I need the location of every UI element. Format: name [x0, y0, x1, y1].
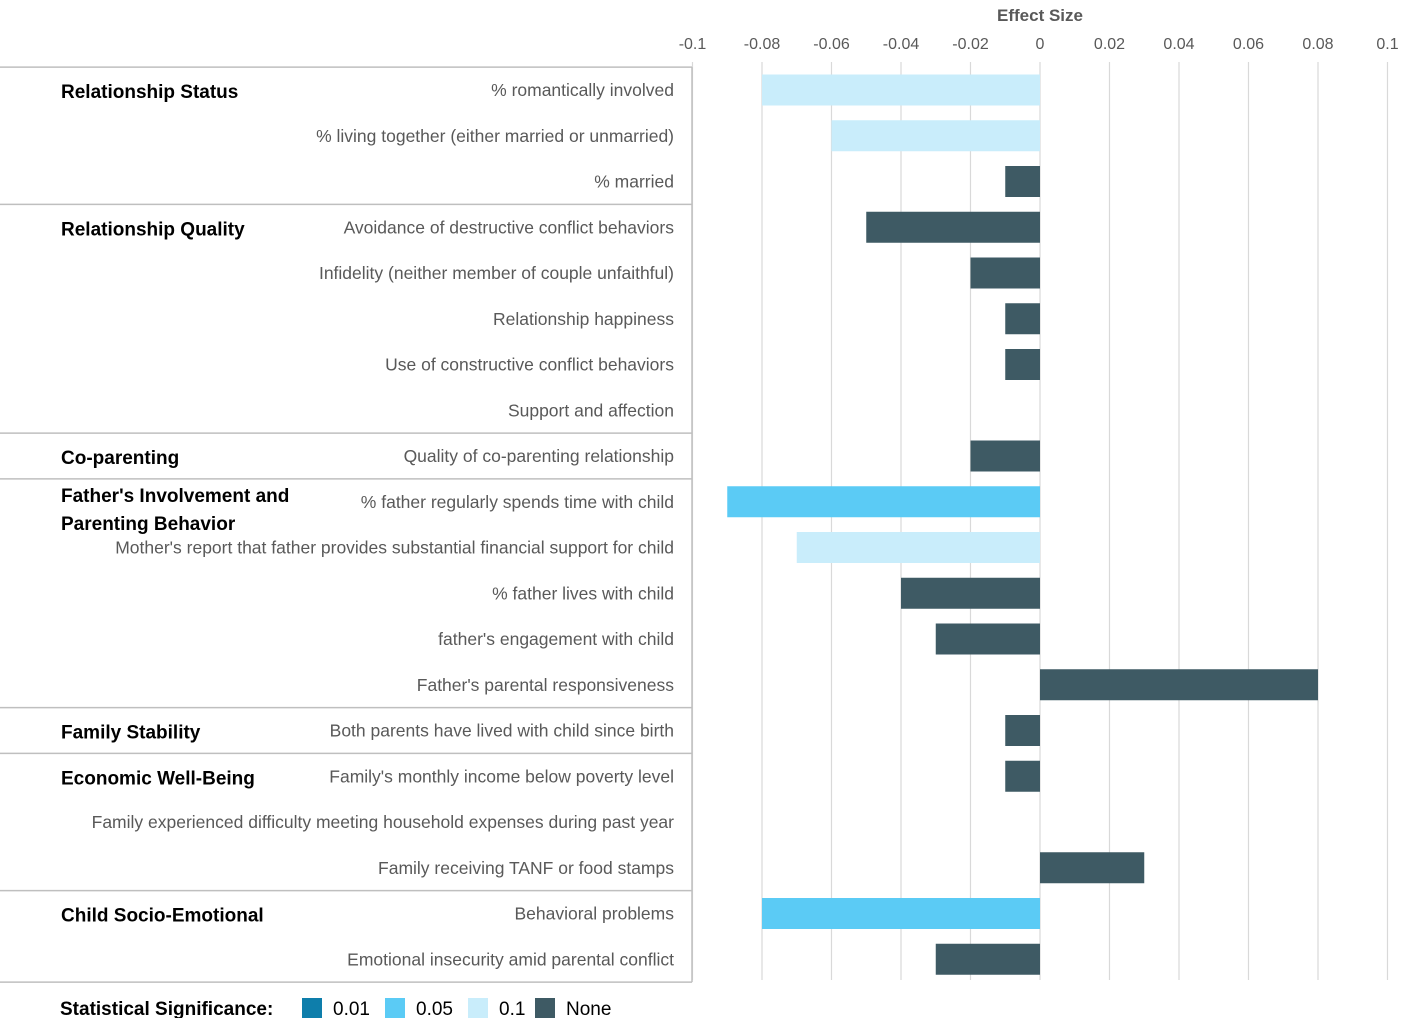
bar	[935, 943, 1040, 975]
x-axis-ticks: -0.1 -0.08 -0.06 -0.04 -0.02 0 0.02 0.04 0.06 0.0…	[679, 36, 1399, 53]
x-tick-label: 0.06	[1233, 36, 1264, 53]
bar	[1005, 349, 1040, 380]
bar	[1005, 303, 1040, 335]
bar	[1040, 669, 1318, 701]
x-tick-label: 0.02	[1094, 36, 1125, 53]
legend-label: None	[566, 999, 611, 1018]
x-tick-label: 0.1	[1376, 36, 1398, 53]
bar	[970, 440, 1040, 472]
row-label: Mother's report that father provides sub…	[115, 538, 674, 558]
bar	[1005, 715, 1040, 746]
bar	[1005, 760, 1040, 792]
bar	[970, 257, 1040, 289]
bar	[866, 211, 1040, 243]
x-tick-label: -0.08	[744, 36, 781, 53]
bars	[727, 74, 1318, 975]
bar	[796, 532, 1040, 563]
row-label: % living together (either married or unm…	[316, 126, 674, 146]
bar	[935, 623, 1040, 655]
x-tick-label: -0.02	[952, 36, 989, 53]
row-label: Father's parental responsiveness	[417, 675, 674, 695]
row-label: Quality of co-parenting relationship	[404, 446, 674, 466]
category-table: % romantically involved % living together…	[0, 66, 693, 983]
row-label: % father regularly spends time with chil…	[361, 492, 674, 512]
group-label: Relationship Quality	[61, 219, 245, 240]
x-tick-label: -0.06	[813, 36, 850, 53]
x-tick-label: -0.04	[883, 36, 920, 53]
bar	[1005, 166, 1040, 197]
row-label: Support and affection	[508, 400, 674, 420]
group-label: Relationship Status	[61, 82, 238, 103]
bar	[1040, 852, 1145, 884]
bar	[901, 577, 1040, 609]
group-label: Family Stability	[61, 723, 201, 744]
group-label: Co-parenting	[61, 448, 179, 469]
bar	[762, 898, 1040, 929]
bar	[762, 74, 1040, 106]
row-label: Avoidance of destructive conflict behavi…	[344, 217, 675, 237]
group-label: Economic Well-Being	[61, 768, 255, 789]
legend-swatch	[385, 998, 405, 1018]
row-label: father's engagement with child	[438, 629, 674, 649]
row-label: Emotional insecurity amid parental confl…	[347, 949, 674, 969]
gridlines	[691, 62, 1389, 980]
row-label: Relationship happiness	[493, 309, 674, 329]
group-label: Father's Involvement and Parenting Behavi…	[61, 486, 289, 535]
legend-swatch	[535, 998, 555, 1018]
x-tick-label: 0.04	[1163, 36, 1194, 53]
row-label: Infidelity (neither member of couple unf…	[319, 263, 674, 283]
x-axis-title: Effect Size	[997, 6, 1083, 25]
row-label: Family receiving TANF or food stamps	[378, 858, 674, 878]
legend-swatch	[302, 998, 322, 1018]
bar	[727, 486, 1040, 518]
legend-label: 0.1	[499, 999, 525, 1018]
x-tick-label: 0	[1036, 36, 1045, 53]
row-label: % romantically involved	[491, 80, 674, 100]
legend-title: Statistical Significance:	[60, 999, 273, 1018]
row-label: Family's monthly income below poverty le…	[329, 766, 674, 786]
legend: Statistical Significance: 0.01 0.05 0.1 None	[60, 998, 611, 1018]
row-label: Behavioral problems	[514, 904, 674, 924]
legend-label: 0.01	[333, 999, 370, 1018]
legend-swatch	[468, 998, 488, 1018]
row-label: Both parents have lived with child since…	[330, 721, 674, 741]
legend-label: 0.05	[416, 999, 453, 1018]
row-label: Use of constructive conflict behaviors	[385, 355, 674, 375]
group-label: Child Socio-Emotional	[61, 906, 264, 927]
row-label: Family experienced difficulty meeting ho…	[92, 812, 675, 832]
row-label: % father lives with child	[492, 583, 674, 603]
x-tick-label: -0.1	[679, 36, 707, 53]
x-tick-label: 0.08	[1302, 36, 1333, 53]
bar	[831, 120, 1040, 152]
row-label: % married	[594, 172, 674, 192]
